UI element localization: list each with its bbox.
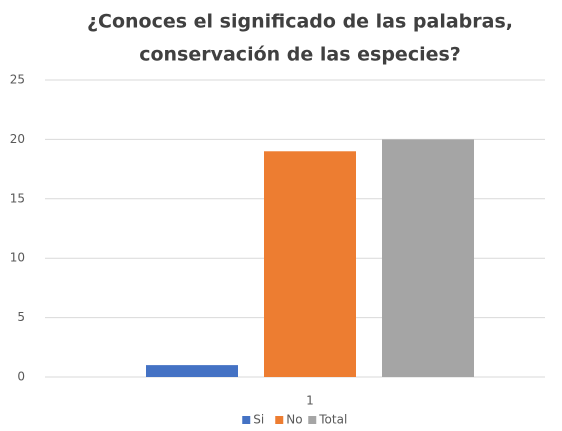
- chart-title: ¿Conoces el significado de las palabras,: [87, 11, 513, 33]
- x-tick-label: 1: [306, 394, 314, 408]
- legend-label: Total: [318, 413, 347, 427]
- bar: [146, 365, 238, 377]
- y-tick-label: 25: [10, 73, 25, 87]
- legend-swatch: [242, 416, 251, 424]
- legend-label: Si: [253, 413, 264, 427]
- legend-swatch: [275, 416, 284, 424]
- y-tick-label: 15: [10, 191, 25, 205]
- chart-title: conservación de las especies?: [139, 44, 461, 66]
- legend-label: No: [286, 413, 302, 427]
- y-tick-label: 10: [10, 251, 25, 265]
- legend-swatch: [308, 416, 317, 424]
- y-tick-label: 20: [10, 132, 25, 146]
- bar: [382, 139, 474, 377]
- y-tick-label: 5: [17, 310, 25, 324]
- y-tick-label: 0: [17, 370, 25, 384]
- bar: [264, 151, 356, 377]
